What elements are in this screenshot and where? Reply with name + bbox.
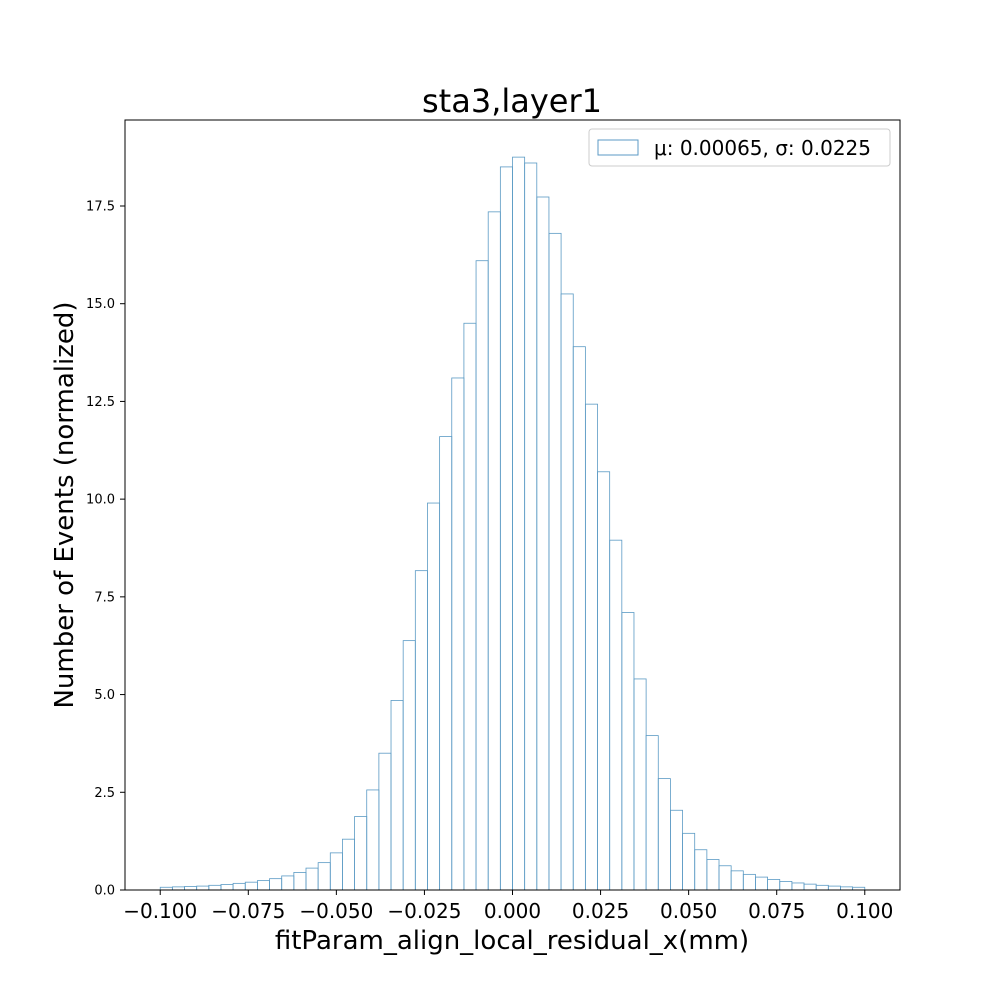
x-tick-label: −0.025: [387, 899, 461, 923]
x-tick-label: 0.025: [572, 899, 629, 923]
legend-entry: μ: 0.00065, σ: 0.0225: [654, 136, 871, 160]
y-tick-label: 7.5: [94, 590, 115, 605]
x-axis-ticks: −0.100 −0.075 −0.050 −0.025 0.000 0.025 0.050 0…: [123, 890, 893, 923]
y-axis-ticks: 0.0 2.5 5.0 7.5 10.0 12.5 15.0 17.5: [86, 199, 125, 899]
y-axis-label: Number of Events (normalized): [50, 301, 80, 708]
y-tick-label: 17.5: [86, 199, 115, 214]
x-tick-label: −0.050: [299, 899, 373, 923]
x-tick-label: −0.075: [211, 899, 285, 923]
y-tick-label: 12.5: [86, 395, 115, 410]
legend-box: [588, 128, 891, 167]
x-axis-label: fitParam_align_local_residual_x(mm): [275, 926, 749, 956]
x-tick-label: 0.000: [484, 899, 541, 923]
y-tick-label: 0.0: [94, 884, 115, 899]
x-tick-label: 0.075: [748, 899, 805, 923]
y-tick-label: 15.0: [86, 297, 115, 312]
x-tick-label: −0.100: [123, 899, 197, 923]
y-tick-label: 2.5: [94, 786, 115, 801]
legend: μ: 0.00065, σ: 0.0225: [588, 128, 891, 167]
y-tick-label: 5.0: [94, 688, 115, 703]
x-tick-label: 0.100: [836, 899, 893, 923]
x-tick-label: 0.050: [660, 899, 717, 923]
legend-swatch: [597, 139, 639, 156]
y-tick-label: 10.0: [86, 493, 115, 508]
chart-title: sta3,layer1: [422, 82, 602, 120]
